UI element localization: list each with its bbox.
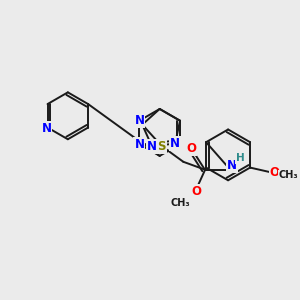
Text: N: N <box>227 159 237 172</box>
Text: O: O <box>269 166 280 179</box>
Text: N: N <box>170 137 180 150</box>
Text: N: N <box>41 122 52 135</box>
Text: CH₃: CH₃ <box>278 170 298 180</box>
Text: O: O <box>191 184 201 197</box>
Text: CH₃: CH₃ <box>171 198 190 208</box>
Text: N: N <box>147 140 157 153</box>
Text: N: N <box>134 138 144 151</box>
Text: H: H <box>236 153 244 163</box>
Text: N: N <box>134 114 144 127</box>
Text: S: S <box>158 140 166 153</box>
Text: O: O <box>186 142 196 154</box>
